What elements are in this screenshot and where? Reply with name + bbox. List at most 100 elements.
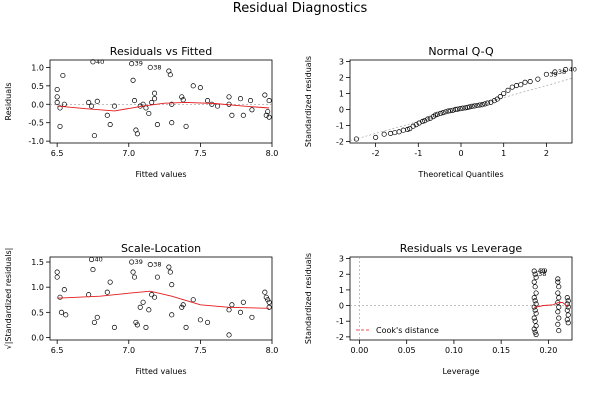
y-axis-label: Standardized residuals [304, 253, 313, 344]
y-tick-label: 1.5 [31, 258, 44, 267]
x-tick-label: 6.5 [51, 346, 64, 355]
x-tick-label: 0.10 [445, 346, 463, 355]
y-tick-label: 1 [339, 286, 344, 295]
data-point [555, 309, 561, 315]
chart-title: Scale-Location [121, 242, 201, 255]
data-point [443, 109, 449, 115]
x-tick-label: 0.15 [492, 346, 510, 355]
data-point [263, 294, 269, 300]
data-point [247, 98, 254, 104]
point-label: 38 [153, 63, 161, 71]
data-point [513, 82, 520, 89]
data-point [147, 64, 153, 70]
data-point [54, 86, 60, 93]
data-point [130, 77, 136, 83]
data-point [565, 312, 571, 318]
data-point [447, 108, 453, 114]
data-point [563, 67, 569, 73]
data-point [482, 101, 488, 107]
y-axis-label: Standardized residuals [304, 56, 313, 147]
y-tick-label: 0.0 [31, 333, 44, 342]
chart-panel-2: Normal Q-Q -2 -1 0 1 2 -2 -1 0 1 2 3 Theoretical Qua… [304, 45, 577, 179]
data-point [91, 133, 97, 139]
data-point [183, 123, 189, 129]
data-point [266, 299, 272, 305]
data-point [518, 82, 524, 88]
point-label: 39 [539, 267, 547, 275]
data-point [396, 129, 402, 135]
qq-reference-line [349, 78, 573, 141]
data-point [457, 106, 463, 112]
data-point [460, 105, 466, 111]
data-point [229, 112, 235, 118]
data-point [133, 319, 139, 325]
x-tick-label: 7.5 [194, 149, 207, 158]
y-tick-label: 0.5 [31, 82, 44, 91]
x-tick-label: 6.5 [51, 149, 64, 158]
data-point [130, 269, 136, 275]
point-label: 38 [153, 261, 161, 269]
data-point [169, 312, 175, 318]
data-point [455, 106, 461, 112]
data-point [167, 269, 173, 275]
data-point [552, 69, 558, 75]
data-point [197, 317, 203, 323]
data-point [434, 111, 441, 117]
data-point [226, 332, 232, 338]
y-axis-label: Residuals [4, 83, 13, 121]
data-point [501, 90, 507, 97]
x-tick-label: 7.0 [122, 149, 135, 158]
data-point [154, 122, 160, 128]
data-point [183, 324, 189, 330]
point-label: 39 [549, 70, 557, 78]
data-point [240, 299, 246, 305]
x-tick-label: 0.00 [351, 346, 369, 355]
data-point [179, 94, 185, 100]
data-point [226, 94, 232, 100]
data-point [472, 103, 478, 109]
point-label: 40 [537, 267, 545, 275]
data-point [432, 112, 438, 118]
data-point [425, 116, 431, 122]
data-point [134, 131, 140, 137]
data-point [169, 101, 175, 107]
data-point [509, 84, 515, 90]
x-tick-label: 2 [544, 149, 549, 158]
data-point [129, 61, 135, 67]
data-point [147, 261, 153, 268]
data-point [555, 279, 561, 285]
data-point [180, 302, 186, 308]
data-point [353, 136, 359, 142]
x-tick-label: 8.0 [266, 346, 279, 355]
data-point [266, 114, 272, 120]
data-point [564, 307, 570, 313]
x-tick-label: 0.05 [398, 346, 416, 355]
data-point [146, 110, 152, 117]
data-point [215, 103, 221, 109]
x-axis-label: Theoretical Quantiles [417, 170, 503, 179]
data-point [209, 101, 215, 107]
data-point [204, 319, 211, 325]
smooth-line [57, 290, 270, 309]
data-point [400, 127, 406, 133]
data-point [266, 304, 272, 310]
data-point [413, 122, 419, 128]
data-point [131, 98, 138, 104]
x-axis-label: Leverage [442, 367, 479, 376]
data-point [197, 85, 203, 91]
data-point [104, 289, 110, 295]
data-point [149, 292, 155, 298]
data-point [58, 309, 65, 315]
smooth-line [534, 301, 569, 308]
data-point [533, 310, 539, 316]
data-point [531, 295, 537, 301]
data-point [57, 123, 63, 129]
y-tick-label: -0.5 [28, 119, 44, 128]
data-point [57, 294, 63, 300]
data-point [152, 96, 158, 102]
x-tick-label: 8.0 [266, 149, 279, 158]
data-point [410, 123, 416, 129]
data-point [107, 122, 113, 128]
y-tick-label: 2 [339, 270, 344, 279]
data-point [240, 112, 246, 118]
